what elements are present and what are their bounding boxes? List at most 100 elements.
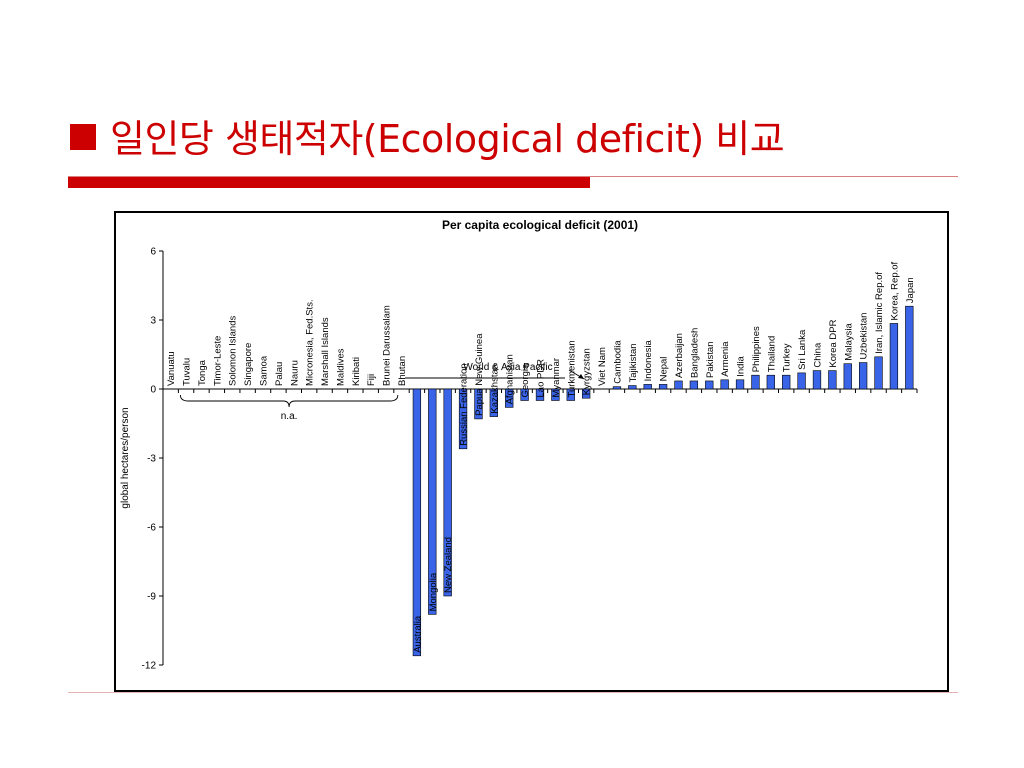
ecological-deficit-chart: Per capita ecological deficit (2001) glo… [120,218,918,672]
category-label: Korea, Rep.of [889,261,900,320]
category-label: Kiribati [351,357,362,386]
bar [797,372,806,390]
y-tick-label: -9 [147,592,156,603]
bar [658,384,668,390]
category-label: Thailand [766,336,777,372]
bar [551,388,560,401]
bar [505,388,514,408]
bar [458,388,468,450]
bar [643,384,652,390]
bar [628,385,637,390]
chart-frame: Per capita ecological deficit (2001) glo… [114,211,949,692]
category-label: Russian Federation [459,363,470,445]
bar [535,388,545,401]
category-label: Pakistan [705,342,716,378]
category-label: Armenia [720,341,731,377]
category-label: Georgia [520,363,531,398]
bar [689,380,699,390]
category-label: Nepal [659,357,670,382]
y-tick-label: -3 [147,454,156,465]
category-label: Tuvalu [182,358,193,386]
category-label: Bangladesh [689,328,700,378]
title-underline-bar [68,177,590,188]
y-tick-label: -12 [142,661,157,672]
category-label: Brunei Darussalam [382,305,393,386]
bar [735,379,745,390]
category-label: Mongolia [428,572,439,611]
bar [766,374,775,390]
bar [612,386,622,390]
bar [474,388,483,420]
world-asia-pacific-label: World & Asia Pacific [463,362,552,373]
world-asia-pacific-arrowhead [578,374,584,379]
bar [566,388,575,401]
category-label: China [812,342,823,368]
category-label: Philippines [751,326,762,372]
bar [905,305,914,390]
category-label: Turkmenistan [566,340,577,397]
bar [874,356,883,390]
category-label: Marshall Islands [320,317,331,386]
slide-title: 일인당 생태적자(Ecological deficit) 비교 [70,108,785,163]
category-label: Bhutan [397,356,408,386]
category-label: Iran, Islamic Rep.of [874,272,885,354]
bar [720,379,729,390]
na-brace [179,394,399,408]
category-label: Micronesia, Fed.Sts. [305,299,316,386]
bar [412,388,422,657]
category-label: Nauru [289,360,300,386]
category-label: Sri Lanka [797,329,808,370]
chart-title: Per capita ecological deficit (2001) [442,218,638,232]
title-bullet-square [70,124,96,150]
category-label: Tajikistan [628,343,639,382]
category-label: Afghanistan [505,354,516,404]
category-label: Timor-Leste [212,336,223,386]
category-label: Solomon Islands [228,316,239,386]
category-label: Samoa [259,355,270,386]
category-label: Vanuatu [166,351,177,386]
category-label: Kyrgyzstan [582,348,593,395]
y-tick-label: 0 [150,385,156,396]
bar [751,374,760,390]
bar [782,374,791,390]
bar [489,388,498,417]
category-label: Maldives [335,348,346,386]
y-tick-label: 6 [150,247,156,258]
bar [889,323,899,390]
bar [520,388,529,401]
bar [828,370,837,390]
category-label: Cambodia [612,340,623,384]
category-label: Korea DPR [828,319,839,367]
bar [674,380,683,390]
category-label: Kazakhstan [489,364,500,414]
category-label: Malaysia [843,322,854,360]
bottom-rule [68,692,958,693]
title-underline-thin [68,176,958,177]
y-axis-label: global hectares/person [120,407,131,508]
category-label: Turkey [782,343,793,372]
category-label: Papua New Guinea [474,333,485,416]
category-label: Indonesia [643,339,654,381]
category-label: Palau [274,362,285,386]
na-label: n.a. [281,411,298,422]
category-label: Azerbaijan [674,333,685,378]
category-label: Singapore [243,343,254,386]
bar [812,370,822,390]
category-label: Uzbekistan [859,313,870,360]
category-label: Japan [905,277,916,303]
bar [858,362,868,390]
plot-area: 6 3 0 -3 -6 -9 -12 Vanuatu Tuvalu Tonga Timor-Lest… [142,247,918,672]
slide-title-text: 일인당 생태적자(Ecological deficit) 비교 [110,117,785,161]
category-label: Fiji [366,374,377,386]
bar [443,388,452,597]
bar [705,380,714,390]
bar [843,363,852,390]
category-label: Viet Nam [597,347,608,386]
category-label: India [736,355,747,376]
y-tick-label: 3 [150,316,156,327]
category-label: Australia [412,615,423,653]
bar [428,388,437,615]
category-label: Tonga [197,359,208,386]
bar [582,388,591,399]
category-label: New Zealand [443,537,454,593]
